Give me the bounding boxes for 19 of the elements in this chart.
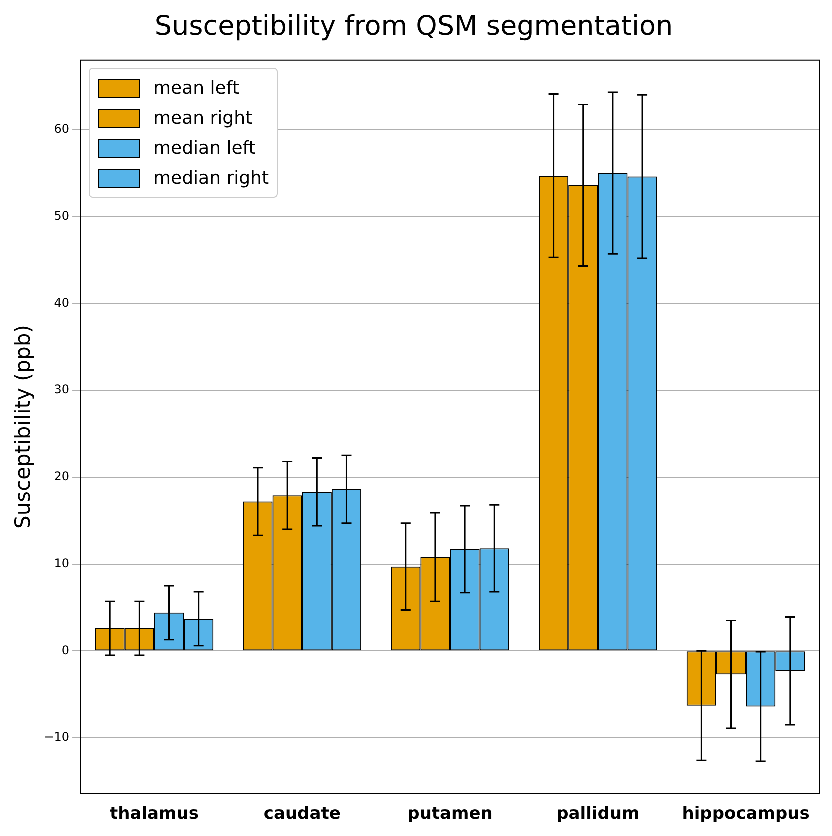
x-tick-label: hippocampus: [682, 804, 810, 824]
y-tick-label: 30: [54, 382, 70, 397]
chart-title: Susceptibility from QSM segmentation: [154, 11, 674, 42]
y-tick-label: 10: [54, 556, 70, 570]
legend-label: median left: [154, 138, 256, 159]
y-tick-label: 0: [62, 643, 70, 658]
y-axis-title: Susceptibility (ppb): [11, 325, 36, 529]
legend-label: median right: [154, 168, 270, 189]
y-tick-label: 40: [54, 296, 70, 310]
x-tick-label: caudate: [264, 804, 341, 824]
y-tick-label: −10: [44, 730, 70, 744]
x-tick-label: putamen: [408, 804, 493, 824]
y-tick-label: 60: [54, 122, 70, 136]
legend-label: mean left: [154, 78, 240, 99]
x-tick-label: pallidum: [556, 804, 640, 824]
legend-label: mean right: [154, 108, 253, 129]
x-tick-label: thalamus: [110, 804, 199, 824]
y-tick-label: 20: [54, 470, 70, 484]
y-tick-label: 50: [54, 208, 70, 223]
